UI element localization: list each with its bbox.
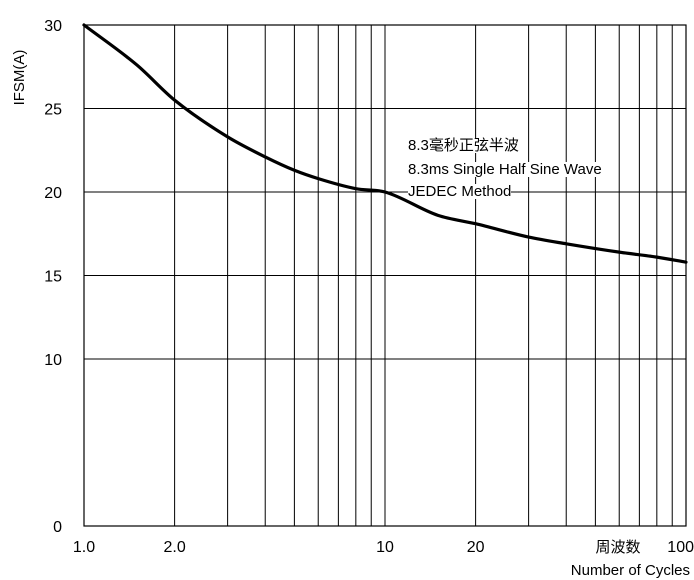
x-tick-labels: 1.0 2.0 10 20 100 <box>73 539 694 556</box>
annotation-waveform: 8.3ms Single Half Sine Wave <box>408 161 602 178</box>
x-axis-label: Number of Cycles <box>571 562 690 579</box>
plot-frame <box>83 24 687 527</box>
x-axis-label-chinese: 周波数 <box>595 539 640 556</box>
x-tick-label: 2.0 <box>163 539 185 556</box>
y-tick-label: 0 <box>53 519 62 536</box>
y-tick-label: 20 <box>44 185 62 202</box>
x-tick-label: 1.0 <box>73 539 95 556</box>
data-series-line <box>82 23 688 264</box>
y-tick-label: 30 <box>44 18 62 35</box>
y-tick-labels: 0 10 15 20 25 30 <box>44 18 62 536</box>
x-tick-label: 100 <box>667 539 694 556</box>
annotation-method: JEDEC Method <box>408 183 512 200</box>
x-tick-label: 10 <box>376 539 394 556</box>
y-tick-label: 10 <box>44 352 62 369</box>
grid-lines <box>84 25 686 526</box>
x-tick-label: 20 <box>467 539 485 556</box>
y-axis-label: IFSM(A) <box>11 50 28 106</box>
y-tick-label: 25 <box>44 102 62 119</box>
annotation-cn: 8.3毫秒正弦半波 <box>408 137 519 154</box>
y-tick-label: 15 <box>44 269 62 286</box>
